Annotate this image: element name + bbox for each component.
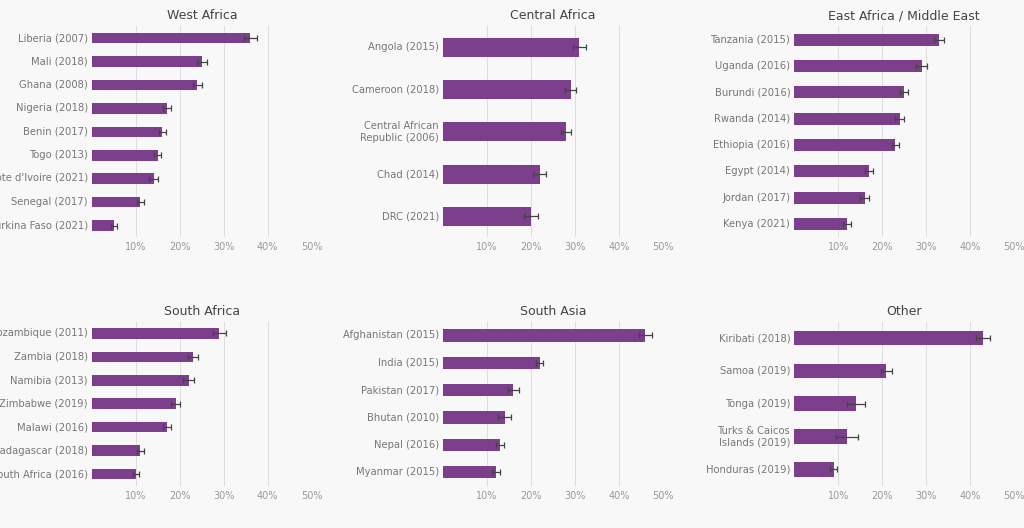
Bar: [795, 397, 856, 411]
Bar: [795, 60, 922, 72]
Bar: [92, 399, 175, 409]
Bar: [443, 165, 540, 184]
Bar: [795, 331, 983, 345]
Bar: [92, 352, 194, 362]
Bar: [443, 329, 645, 342]
Bar: [795, 192, 864, 204]
Bar: [92, 422, 167, 432]
Bar: [795, 429, 847, 444]
Title: Other: Other: [887, 305, 922, 318]
Bar: [92, 445, 140, 456]
Bar: [92, 197, 140, 208]
Bar: [92, 150, 158, 161]
Bar: [795, 462, 834, 477]
Bar: [795, 113, 900, 125]
Title: East Africa / Middle East: East Africa / Middle East: [828, 10, 980, 23]
Bar: [443, 439, 501, 451]
Bar: [795, 139, 895, 151]
Bar: [443, 122, 566, 142]
Bar: [795, 87, 904, 98]
Bar: [795, 218, 847, 230]
Bar: [92, 127, 163, 137]
Title: South Africa: South Africa: [164, 305, 240, 318]
Bar: [92, 220, 114, 231]
Bar: [92, 80, 198, 90]
Bar: [92, 33, 250, 43]
Bar: [92, 56, 202, 67]
Bar: [92, 174, 154, 184]
Title: Central Africa: Central Africa: [510, 10, 596, 23]
Bar: [795, 165, 869, 177]
Bar: [92, 103, 167, 114]
Bar: [443, 38, 580, 57]
Title: South Asia: South Asia: [520, 305, 586, 318]
Bar: [92, 375, 188, 385]
Bar: [443, 466, 496, 478]
Bar: [443, 80, 570, 99]
Bar: [92, 328, 219, 338]
Bar: [443, 207, 531, 226]
Title: West Africa: West Africa: [167, 10, 238, 23]
Bar: [92, 469, 136, 479]
Bar: [443, 356, 540, 369]
Bar: [795, 34, 939, 45]
Bar: [443, 384, 513, 396]
Bar: [443, 411, 505, 423]
Bar: [795, 364, 887, 378]
